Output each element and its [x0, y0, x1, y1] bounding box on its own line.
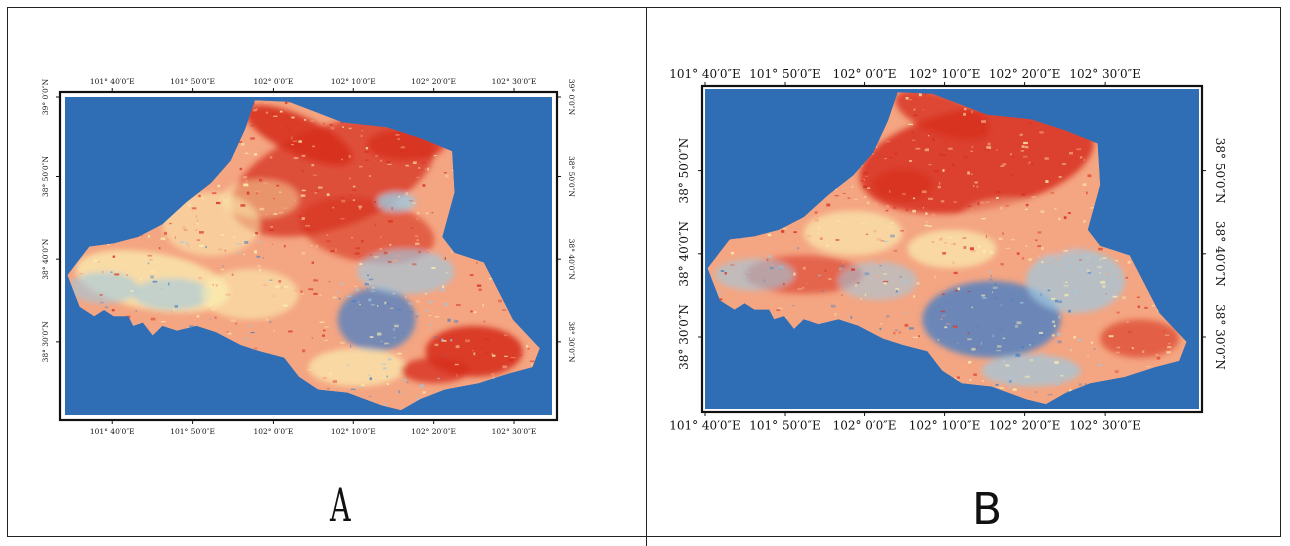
- lon-label-top: 101° 50′0″E: [749, 67, 821, 81]
- lon-label-top: 102° 30′0″E: [1069, 67, 1141, 81]
- map-frame: [58, 90, 559, 422]
- lat-label-right: 38° 50′0″N: [567, 156, 576, 197]
- map-svg: 101° 40′0″E 101° 50′0″E 102° 0′0″E 102° 10′…: [41, 77, 576, 436]
- lon-label-top: 102° 10′0″E: [909, 67, 981, 81]
- panel-b-map: 101° 40′0″E 101° 50′0″E 102° 0′0″E 102° 10′…: [647, 0, 1290, 546]
- lon-label-top: 101° 50′0″E: [170, 77, 215, 86]
- lat-label-right: 38° 40′0″N: [567, 239, 576, 280]
- lon-label-top: 101° 40′0″E: [90, 77, 135, 86]
- lon-label-top: 102° 20′0″E: [411, 77, 456, 86]
- region-raster: [67, 100, 540, 411]
- lon-label-bottom: 102° 20′0″E: [411, 427, 456, 436]
- lon-label-top: 101° 40′0″E: [669, 67, 741, 81]
- lon-label-top: 102° 0′0″E: [833, 67, 897, 81]
- region-raster: [707, 92, 1187, 405]
- panel-label-b: B: [972, 484, 1003, 535]
- lat-label-left: 38° 30′0″N: [677, 304, 691, 370]
- lon-label-bottom: 101° 40′0″E: [90, 427, 135, 436]
- lat-label-left: 38° 50′0″N: [677, 138, 691, 204]
- lon-label-top: 102° 20′0″E: [989, 67, 1061, 81]
- lon-label-bottom: 102° 20′0″E: [989, 419, 1061, 433]
- lon-label-top: 102° 0′0″E: [253, 77, 293, 86]
- panel-a-map: 101° 40′0″E 101° 50′0″E 102° 0′0″E 102° 10′…: [41, 77, 576, 436]
- lat-label-left: 39° 0′0″N: [41, 78, 50, 115]
- panel-divider: [646, 7, 647, 546]
- lon-label-top: 102° 10′0″E: [331, 77, 376, 86]
- lat-label-right: 38° 30′0″N: [567, 321, 576, 362]
- lon-label-bottom: 102° 0′0″E: [253, 427, 293, 436]
- lat-label-right: 38° 30′0″N: [1213, 304, 1227, 370]
- lon-label-bottom: 102° 0′0″E: [833, 419, 897, 433]
- lat-label-left: 38° 40′0″N: [41, 238, 50, 279]
- lon-label-top: 102° 30′0″E: [492, 77, 537, 86]
- lat-label-left: 38° 40′0″N: [677, 221, 691, 287]
- panel-label-a: A: [330, 478, 351, 532]
- lat-label-left: 38° 30′0″N: [41, 321, 50, 362]
- lon-label-bottom: 102° 10′0″E: [909, 419, 981, 433]
- map-frame: [700, 84, 1204, 414]
- lat-label-right: 38° 40′0″N: [1213, 221, 1227, 287]
- figure-border: [7, 7, 1281, 537]
- map-svg: 101° 40′0″E 101° 50′0″E 102° 0′0″E 102° 10′…: [669, 67, 1227, 433]
- lon-label-bottom: 102° 30′0″E: [492, 427, 537, 436]
- lon-label-bottom: 101° 40′0″E: [669, 419, 741, 433]
- lat-label-left: 38° 50′0″N: [41, 156, 50, 197]
- lat-label-right: 39° 0′0″N: [567, 79, 576, 116]
- lat-label-right: 38° 50′0″N: [1213, 138, 1227, 204]
- lon-label-bottom: 101° 50′0″E: [749, 419, 821, 433]
- lon-label-bottom: 102° 10′0″E: [331, 427, 376, 436]
- lon-label-bottom: 102° 30′0″E: [1069, 419, 1141, 433]
- lon-label-bottom: 101° 50′0″E: [170, 427, 215, 436]
